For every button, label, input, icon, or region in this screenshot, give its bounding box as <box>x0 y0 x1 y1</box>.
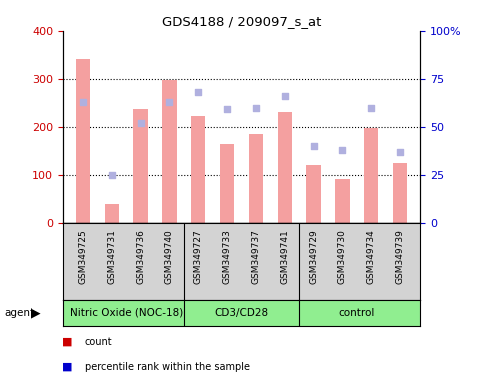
Text: control: control <box>339 308 375 318</box>
Point <box>396 149 404 155</box>
Text: ■: ■ <box>62 362 73 372</box>
Point <box>310 143 317 149</box>
Bar <box>278 112 292 223</box>
Bar <box>249 134 263 223</box>
Text: count: count <box>85 337 112 347</box>
Text: GSM349739: GSM349739 <box>396 229 405 284</box>
Text: agent: agent <box>5 308 35 318</box>
Text: GSM349731: GSM349731 <box>107 229 116 284</box>
Text: Nitric Oxide (NOC-18): Nitric Oxide (NOC-18) <box>70 308 183 318</box>
Bar <box>191 116 205 223</box>
Text: GSM349740: GSM349740 <box>165 229 174 284</box>
Bar <box>393 163 407 223</box>
Text: GSM349727: GSM349727 <box>194 229 203 284</box>
Point <box>339 147 346 153</box>
Point <box>281 93 289 99</box>
Point <box>368 104 375 111</box>
Text: GSM349737: GSM349737 <box>252 229 260 284</box>
Bar <box>76 59 90 223</box>
Point <box>223 106 231 113</box>
Text: GSM349733: GSM349733 <box>223 229 231 284</box>
Bar <box>133 109 148 223</box>
Point <box>252 104 260 111</box>
Point <box>79 99 87 105</box>
Text: ■: ■ <box>62 337 73 347</box>
Text: GSM349734: GSM349734 <box>367 229 376 284</box>
Bar <box>105 204 119 223</box>
Bar <box>364 128 378 223</box>
Text: GSM349741: GSM349741 <box>280 229 289 284</box>
Point <box>137 120 144 126</box>
Point <box>194 89 202 95</box>
Bar <box>306 165 321 223</box>
Point <box>166 99 173 105</box>
Text: percentile rank within the sample: percentile rank within the sample <box>85 362 250 372</box>
Point <box>108 172 115 178</box>
Text: GSM349725: GSM349725 <box>78 229 87 284</box>
Bar <box>335 179 350 223</box>
Bar <box>220 144 234 223</box>
Bar <box>162 79 177 223</box>
Text: ▶: ▶ <box>31 306 41 319</box>
Text: CD3/CD28: CD3/CD28 <box>214 308 269 318</box>
Title: GDS4188 / 209097_s_at: GDS4188 / 209097_s_at <box>162 15 321 28</box>
Text: GSM349729: GSM349729 <box>309 229 318 284</box>
Text: GSM349736: GSM349736 <box>136 229 145 284</box>
Text: GSM349730: GSM349730 <box>338 229 347 284</box>
